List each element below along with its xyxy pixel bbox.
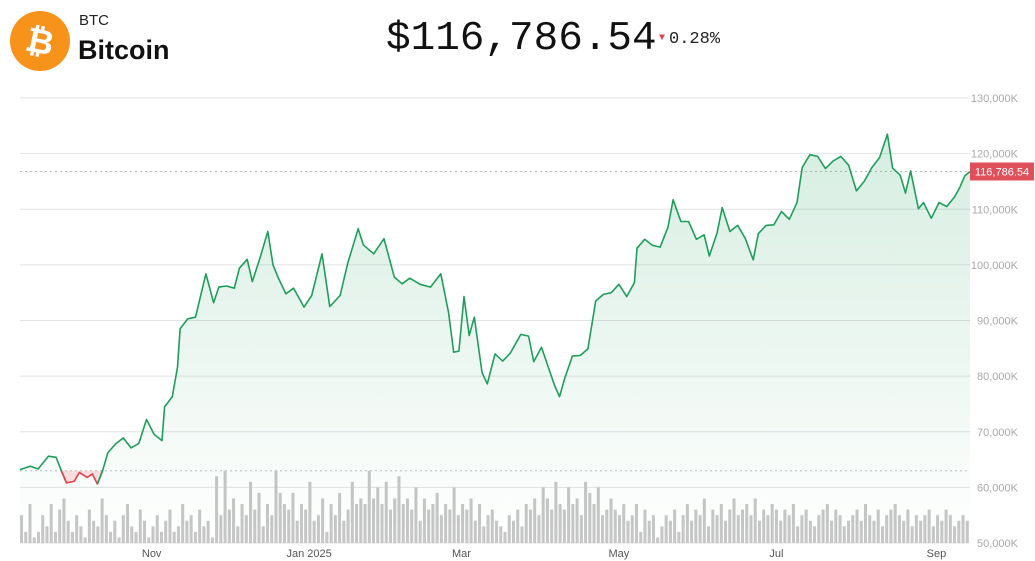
- y-tick-label: 50,000K: [977, 538, 1019, 550]
- y-tick-label: 60,000K: [977, 482, 1019, 494]
- price-tag-box: [970, 162, 1034, 181]
- price-tag-label: 116,786.54: [975, 166, 1029, 178]
- price-area: [20, 134, 970, 543]
- y-tick-label: 80,000K: [977, 371, 1019, 383]
- current-price: $116,786.54: [386, 16, 657, 62]
- x-tick-label: Nov: [142, 548, 162, 560]
- x-tick-label: Mar: [452, 548, 471, 560]
- y-tick-label: 120,000K: [971, 149, 1019, 161]
- x-axis: Nov Jan 2025 Mar May Jul Sep: [142, 548, 946, 560]
- x-tick-label: Jul: [769, 548, 783, 560]
- price-tag: 116,786.54: [970, 162, 1034, 181]
- price-line: [19, 133, 971, 485]
- x-tick-label: Jan 2025: [286, 548, 331, 560]
- price-line-segment: [96, 133, 971, 485]
- y-tick-label: 70,000K: [977, 427, 1019, 439]
- x-tick-label: May: [609, 548, 630, 560]
- y-tick-label: 130,000K: [971, 93, 1019, 105]
- y-axis: 50,000K 60,000K 70,000K 80,000K 90,000K 100,0…: [971, 93, 1019, 550]
- y-tick-label: 100,000K: [971, 260, 1019, 272]
- asset-name: Bitcoin: [78, 35, 170, 65]
- price-change-value: 0.28%: [669, 30, 721, 49]
- y-tick-label: 110,000K: [972, 204, 1019, 216]
- bitcoin-logo-icon: ₿: [10, 11, 70, 71]
- x-tick-label: Sep: [927, 548, 947, 560]
- price-line-segment: [60, 470, 104, 485]
- y-tick-label: 90,000K: [977, 316, 1019, 328]
- down-arrow-icon: ▼: [659, 33, 666, 44]
- price-area-fill: [20, 134, 970, 543]
- ticker-symbol: BTC: [79, 12, 109, 29]
- price-change: ▼ 0.28%: [659, 30, 720, 49]
